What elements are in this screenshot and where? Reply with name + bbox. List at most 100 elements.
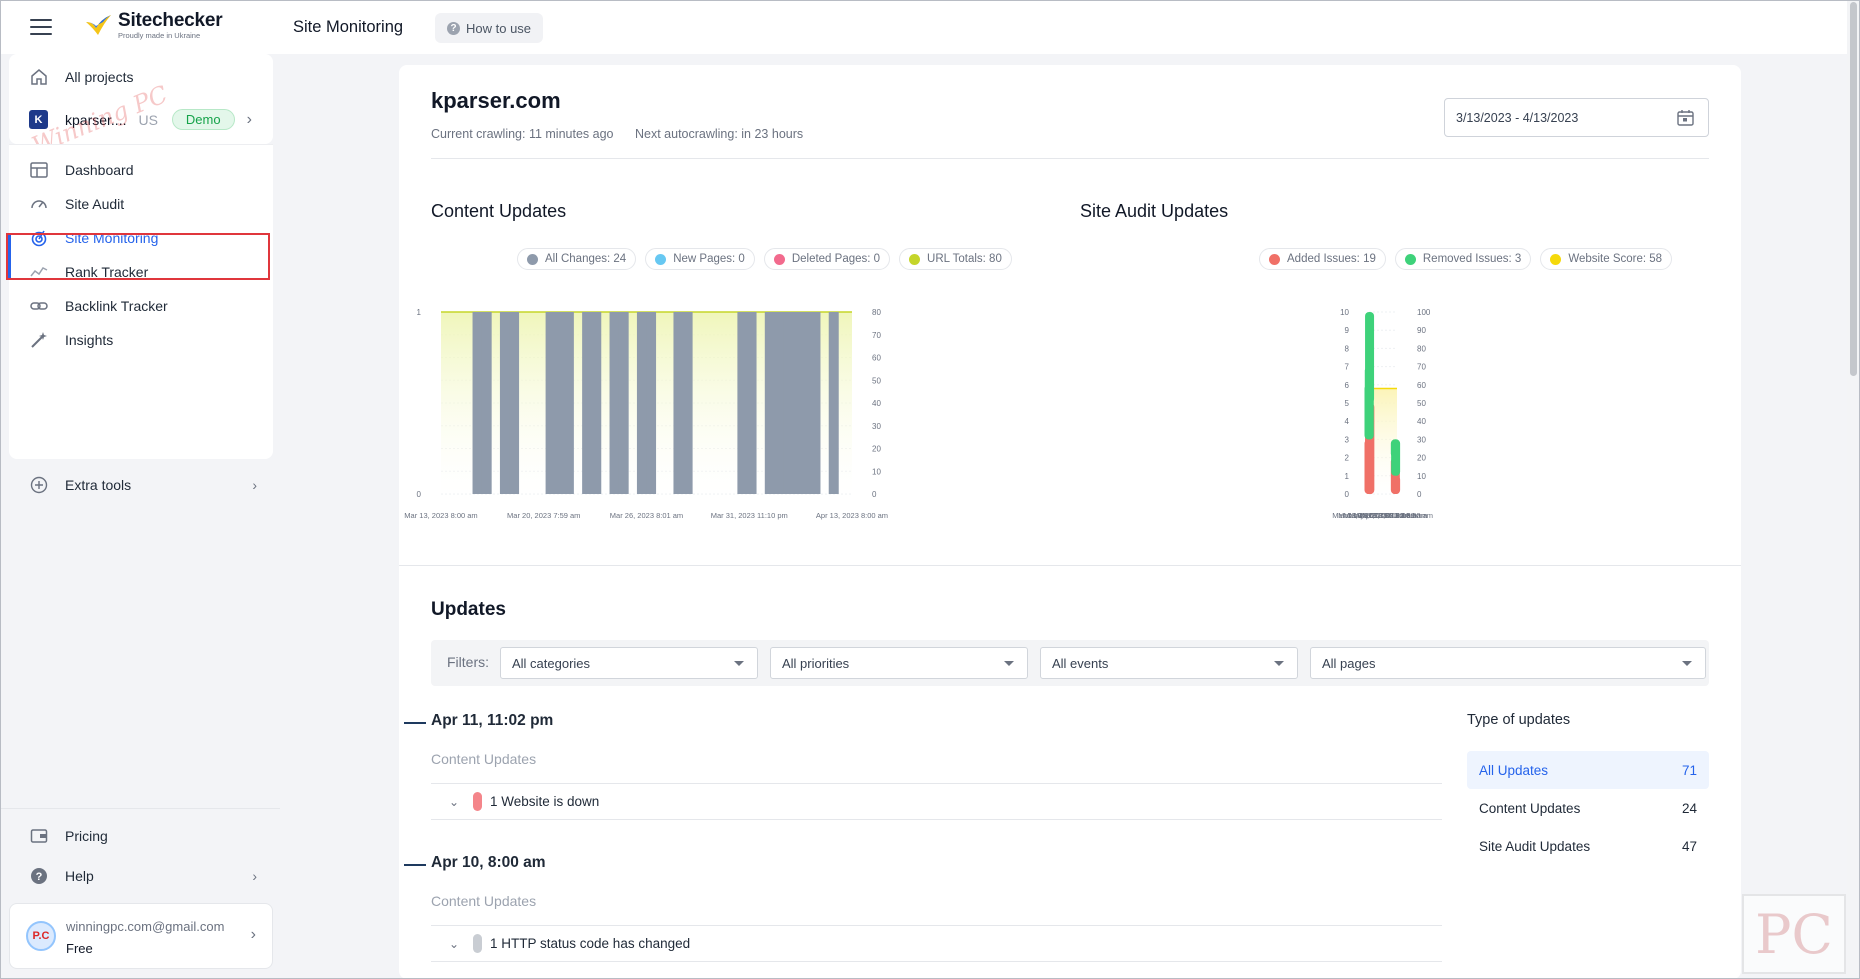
- project-selector[interactable]: K kparser.... US Demo ›: [29, 109, 252, 130]
- legend-url-totals[interactable]: URL Totals: 80: [899, 248, 1012, 270]
- y-right-tick-label: 70: [1417, 363, 1426, 372]
- x-tick-label: Apr 13, 2023 8:00 am: [1361, 511, 1433, 520]
- x-tick-label: Mar 31, 2023 8:00 am: [1349, 511, 1422, 520]
- x-tick-label: Apr 06, 2023 7:59 am: [1355, 511, 1427, 520]
- menu-icon[interactable]: [30, 19, 52, 35]
- date-range-picker[interactable]: 3/13/2023 - 4/13/2023: [1444, 98, 1709, 137]
- legend-new-pages[interactable]: New Pages: 0: [645, 248, 755, 270]
- type-label: Content Updates: [1479, 800, 1581, 816]
- y-right-tick-label: 10: [1417, 472, 1426, 481]
- x-tick-label: Apr 13, 2023 8:00 am: [816, 511, 888, 520]
- y-left-tick-label: 8: [1345, 344, 1350, 353]
- pricing-label: Pricing: [65, 828, 108, 844]
- timeline-item-label: 1 Website is down: [490, 794, 600, 809]
- extra-tools-link[interactable]: Extra tools ›: [9, 466, 273, 504]
- y-right-tick-label: 10: [872, 467, 881, 476]
- extra-tools-label: Extra tools: [65, 477, 132, 493]
- bar: [682, 312, 693, 494]
- rank-icon: [29, 262, 49, 282]
- chevron-right-icon: ›: [246, 110, 252, 128]
- pages-select[interactable]: All pages: [1310, 647, 1706, 679]
- filters-bar: Filters: All categories All priorities A…: [431, 640, 1709, 686]
- type-count: 47: [1681, 838, 1697, 854]
- scrollbar-thumb[interactable]: [1850, 2, 1857, 376]
- legend-dot: [1404, 253, 1416, 265]
- y-right-tick-label: 100: [1417, 308, 1431, 317]
- series-area: [1369, 388, 1397, 494]
- sidebar-item-site-audit[interactable]: Site Audit: [9, 185, 273, 223]
- priorities-select[interactable]: All priorities: [770, 647, 1028, 679]
- y-left-tick-label: 1: [417, 308, 422, 317]
- type-count: 71: [1681, 762, 1697, 778]
- monitoring-icon: [29, 228, 49, 248]
- page-title: Site Monitoring: [293, 18, 404, 36]
- chevron-down-icon[interactable]: ⌄: [449, 936, 460, 951]
- severity-indicator: [473, 792, 482, 811]
- bar: [673, 312, 684, 494]
- events-select[interactable]: All events: [1040, 647, 1298, 679]
- legend-added-issues[interactable]: Added Issues: 19: [1259, 248, 1386, 270]
- type-all-updates[interactable]: All Updates 71: [1467, 751, 1709, 789]
- categories-select[interactable]: All categories: [500, 647, 758, 679]
- how-to-use-button[interactable]: ? How to use: [435, 13, 544, 43]
- legend-label: URL Totals: 80: [927, 253, 1002, 265]
- timeline-marker: [404, 722, 426, 724]
- bar: [773, 312, 784, 494]
- demo-badge: Demo: [171, 109, 235, 130]
- y-right-tick-label: 0: [872, 490, 877, 499]
- y-left-tick-label: 9: [1345, 326, 1350, 335]
- bar: [554, 312, 565, 494]
- chevron-down-icon: [734, 661, 744, 666]
- bar: [783, 312, 794, 494]
- scrollbar[interactable]: [1847, 0, 1860, 979]
- pricing-link[interactable]: Pricing: [9, 817, 273, 855]
- main-card: kparser.com Current crawling: 11 minutes…: [399, 65, 1741, 979]
- legend-label: Deleted Pages: 0: [791, 253, 881, 265]
- legend-all-changes[interactable]: All Changes: 24: [517, 248, 637, 270]
- y-right-tick-label: 90: [1417, 326, 1426, 335]
- sidebar-item-insights[interactable]: Insights: [9, 321, 273, 359]
- bar: [1365, 312, 1375, 403]
- site-title: kparser.com: [431, 88, 561, 113]
- timeline-row[interactable]: ⌄ 1 Website is down: [431, 783, 1442, 820]
- y-left-tick-label: 10: [1340, 308, 1349, 317]
- all-projects-link[interactable]: All projects: [9, 58, 273, 96]
- chevron-right-icon: ›: [252, 477, 257, 493]
- help-link[interactable]: ? Help ›: [9, 857, 273, 895]
- chevron-down-icon: [1274, 661, 1284, 666]
- user-card[interactable]: P.C winningpc.com@gmail.com Free ›: [9, 903, 273, 969]
- wand-icon: [29, 330, 49, 350]
- legend-label: Added Issues: 19: [1287, 253, 1376, 265]
- content-legend: All Changes: 24 New Pages: 0 Deleted Pag…: [517, 248, 1021, 270]
- wallet-icon: [29, 826, 49, 846]
- sidebar-item-dashboard[interactable]: Dashboard: [9, 151, 273, 189]
- all-projects-label: All projects: [65, 69, 134, 85]
- bar: [746, 312, 757, 494]
- type-content-updates[interactable]: Content Updates 24: [1467, 789, 1709, 827]
- logo[interactable]: Sitechecker Proudly made in Ukraine: [84, 11, 223, 40]
- timeline-row[interactable]: ⌄ 1 HTTP status code has changed: [431, 925, 1442, 962]
- section-divider: [399, 565, 1741, 566]
- legend-website-score[interactable]: Website Score: 58: [1540, 248, 1673, 270]
- plus-circle-icon: [29, 475, 49, 495]
- y-right-tick-label: 50: [872, 376, 881, 385]
- chevron-down-icon[interactable]: ⌄: [449, 794, 460, 809]
- legend-removed-issues[interactable]: Removed Issues: 3: [1394, 248, 1532, 270]
- header-divider: [431, 158, 1709, 159]
- legend-label: Website Score: 58: [1568, 253, 1663, 265]
- sidebar-item-backlink-tracker[interactable]: Backlink Tracker: [9, 287, 273, 325]
- content-updates-chart: 0 10 20 30 40 50 60 70 80 0 1 Mar 13, 2023 8:00 am M…: [404, 308, 888, 520]
- y-left-tick-label: 2: [1345, 454, 1350, 463]
- site-audit-chart: 0 10 20 30 40 50 60 70 80 90 100 0 1 2 3 4 5 6 7 8 9 10 Mar 13…: [1332, 308, 1433, 520]
- bar: [591, 312, 602, 494]
- legend-deleted-pages[interactable]: Deleted Pages: 0: [763, 248, 891, 270]
- timeline-category: Content Updates: [431, 893, 537, 909]
- bar: [636, 312, 647, 494]
- type-site-audit-updates[interactable]: Site Audit Updates 47: [1467, 827, 1709, 865]
- sidebar-item-rank-tracker[interactable]: Rank Tracker: [9, 253, 273, 291]
- timeline-category: Content Updates: [431, 751, 537, 767]
- logo-mark-icon: [86, 15, 111, 36]
- y-right-tick-label: 20: [872, 445, 881, 454]
- y-right-tick-label: 20: [1417, 454, 1426, 463]
- legend-dot: [909, 253, 921, 265]
